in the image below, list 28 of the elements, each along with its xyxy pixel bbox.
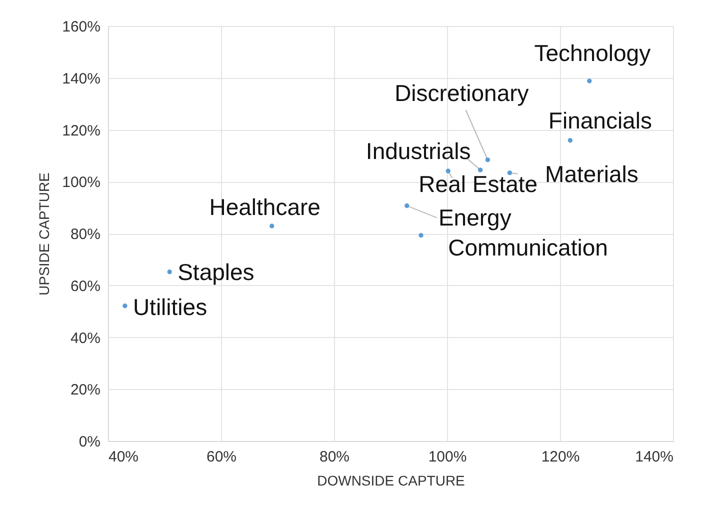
x-tick-label: 40% [108, 448, 139, 466]
y-tick-label: 80% [70, 226, 100, 243]
series-label: Communication [448, 234, 608, 260]
x-tick-label: 100% [428, 448, 467, 466]
y-tick-label: 120% [62, 122, 100, 140]
x-axis-title: DOWNSIDE CAPTURE [317, 472, 465, 488]
x-tick-label: 120% [541, 448, 580, 466]
series-label: Utilities [132, 294, 208, 320]
series-label: Healthcare [209, 194, 320, 220]
y-tick-label: 160% [62, 18, 100, 36]
x-tick-label: 60% [206, 448, 237, 466]
y-tick-label: 0% [78, 434, 100, 450]
series-label: Technology [534, 40, 652, 66]
text: Discretionary [394, 80, 530, 106]
y-tick-label: 100% [62, 174, 100, 192]
series-label: Materials [545, 160, 638, 187]
series-label: Energy [438, 204, 512, 231]
series-label: Financials [548, 107, 652, 134]
y-axis-title: UPSIDE CAPTURE [36, 172, 52, 296]
x-tick-label: 140% [635, 448, 674, 466]
y-tick-label: 40% [70, 330, 100, 347]
series-label: Industrials [366, 138, 471, 164]
x-tick-label: 80% [319, 448, 350, 466]
y-tick-label: 60% [70, 278, 100, 295]
series-label: Staples [178, 258, 254, 285]
y-tick-label: 20% [70, 382, 100, 399]
y-tick-label: 140% [62, 70, 100, 88]
series-label: Real Estate [418, 170, 538, 197]
